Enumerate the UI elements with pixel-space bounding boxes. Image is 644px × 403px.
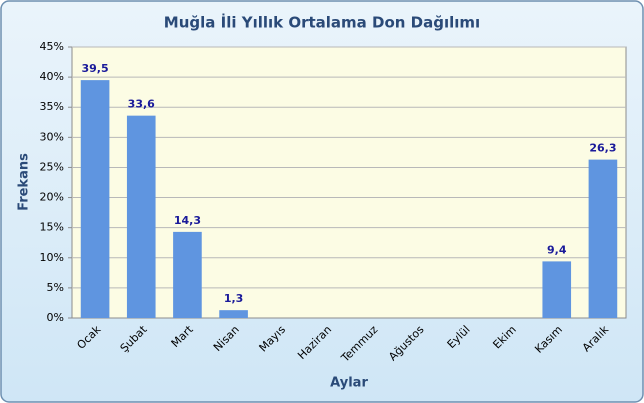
y-tick-label: 25% <box>40 160 64 173</box>
bar <box>80 80 110 318</box>
y-tick-label: 35% <box>40 100 64 113</box>
value-label: 14,3 <box>174 214 201 227</box>
bar <box>126 115 156 318</box>
plot-area <box>71 46 627 319</box>
value-label: 39,5 <box>82 62 109 75</box>
y-tick-label: 40% <box>40 70 64 83</box>
x-axis-label: Aylar <box>330 376 368 391</box>
y-tick-label: 10% <box>40 251 64 264</box>
bar <box>588 159 618 318</box>
value-label: 26,3 <box>589 142 616 155</box>
y-axis-label: Frekans <box>17 153 32 211</box>
value-label: 33,6 <box>128 98 155 111</box>
y-tick-label: 5% <box>47 281 64 294</box>
y-tick-label: 0% <box>47 311 64 324</box>
y-tick-label: 45% <box>40 40 64 53</box>
value-label: 1,3 <box>224 292 244 305</box>
y-tick-label: 20% <box>40 191 64 204</box>
y-tick-label: 15% <box>40 221 64 234</box>
value-label: 9,4 <box>547 243 567 256</box>
bar <box>219 310 248 318</box>
bar <box>173 231 202 318</box>
chart-title: Muğla İli Yıllık Ortalama Don Dağılımı <box>164 13 480 32</box>
y-tick-label: 30% <box>40 130 64 143</box>
bar <box>542 261 572 318</box>
